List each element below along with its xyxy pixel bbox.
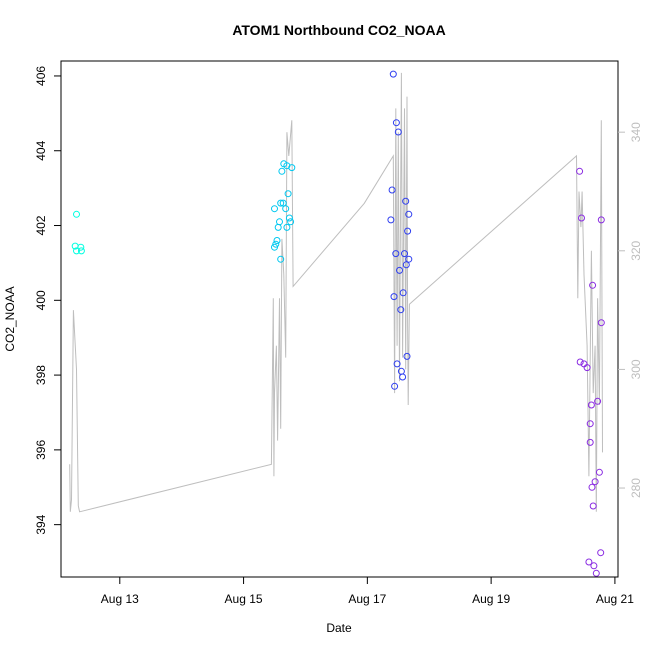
x-tick-label: Aug 21 xyxy=(596,592,634,606)
y-tick-label: 396 xyxy=(34,440,48,460)
y2-tick-label: 280 xyxy=(629,478,643,498)
data-point xyxy=(389,70,397,78)
y-tick-label: 400 xyxy=(34,290,48,310)
secondary-series-line xyxy=(69,72,603,513)
y-tick-label: 402 xyxy=(34,215,48,235)
series-3 xyxy=(387,70,413,390)
data-point xyxy=(393,360,401,368)
data-point xyxy=(583,364,591,372)
data-point xyxy=(390,293,398,301)
series-2 xyxy=(271,160,296,263)
data-point xyxy=(594,397,602,405)
data-point xyxy=(399,289,407,297)
data-point xyxy=(73,247,80,255)
data-point xyxy=(586,438,594,446)
data-point xyxy=(585,558,593,566)
y-axis-label: CO2_NOAA xyxy=(3,286,17,351)
chart-title: ATOM1 Northbound CO2_NOAA xyxy=(232,22,445,38)
secondary-y-axis: 280 300 320 340 xyxy=(618,122,643,498)
y-axis: 394 396 398 400 402 404 406 xyxy=(34,66,61,535)
data-point xyxy=(394,128,402,136)
x-tick-label: Aug 17 xyxy=(348,592,386,606)
data-point xyxy=(288,164,296,172)
data-point xyxy=(576,167,584,175)
y2-tick-label: 320 xyxy=(629,240,643,260)
y2-tick-label: 340 xyxy=(629,122,643,142)
data-point xyxy=(402,261,410,269)
data-point xyxy=(405,255,413,263)
data-point xyxy=(277,255,285,263)
data-point xyxy=(576,358,584,366)
data-point xyxy=(392,119,400,127)
data-point xyxy=(597,216,605,224)
data-point xyxy=(597,319,605,327)
data-point xyxy=(287,218,295,226)
y-tick-label: 394 xyxy=(34,514,48,534)
data-point xyxy=(277,199,285,207)
data-point xyxy=(404,227,412,235)
data-point xyxy=(279,199,287,207)
data-point xyxy=(273,237,281,244)
data-point xyxy=(73,210,80,218)
data-point xyxy=(587,401,595,409)
data-point xyxy=(271,205,278,213)
data-point xyxy=(597,549,605,557)
y2-tick-label: 300 xyxy=(629,359,643,379)
data-point xyxy=(272,240,280,248)
data-point xyxy=(591,478,599,486)
data-point xyxy=(392,250,400,258)
data-points xyxy=(71,70,605,577)
x-tick-label: Aug 13 xyxy=(101,592,139,606)
data-point xyxy=(276,218,283,226)
x-tick-label: Aug 15 xyxy=(225,592,263,606)
data-point xyxy=(586,420,594,428)
x-axis: Aug 13 Aug 15 Aug 17 Aug 19 Aug 21 xyxy=(101,577,634,606)
data-point xyxy=(402,197,410,205)
data-point xyxy=(589,502,597,510)
data-point xyxy=(589,281,597,289)
data-point xyxy=(285,214,293,222)
y-tick-label: 398 xyxy=(34,365,48,385)
data-point xyxy=(284,190,292,198)
data-point xyxy=(397,306,405,314)
data-point xyxy=(590,562,598,570)
x-axis-label: Date xyxy=(326,621,352,635)
data-point xyxy=(77,247,85,255)
plot-frame xyxy=(60,60,619,578)
data-point xyxy=(399,373,407,381)
data-point xyxy=(588,483,596,491)
x-tick-label: Aug 19 xyxy=(472,592,510,606)
series-4 xyxy=(576,167,605,577)
y-tick-label: 406 xyxy=(34,66,48,86)
data-point xyxy=(387,216,395,224)
data-point xyxy=(401,250,408,258)
data-point xyxy=(595,468,603,476)
secondary-line-layer xyxy=(69,72,603,513)
data-point xyxy=(278,167,286,175)
data-point xyxy=(396,266,403,274)
data-point xyxy=(77,243,85,251)
data-point xyxy=(388,186,396,194)
data-point xyxy=(405,210,413,218)
y-tick-label: 404 xyxy=(34,140,48,160)
data-point xyxy=(403,352,411,360)
data-point xyxy=(592,569,600,577)
data-point xyxy=(578,214,585,222)
data-point xyxy=(391,382,399,390)
data-point xyxy=(283,223,291,231)
data-point xyxy=(282,205,290,213)
series-1 xyxy=(71,210,85,255)
